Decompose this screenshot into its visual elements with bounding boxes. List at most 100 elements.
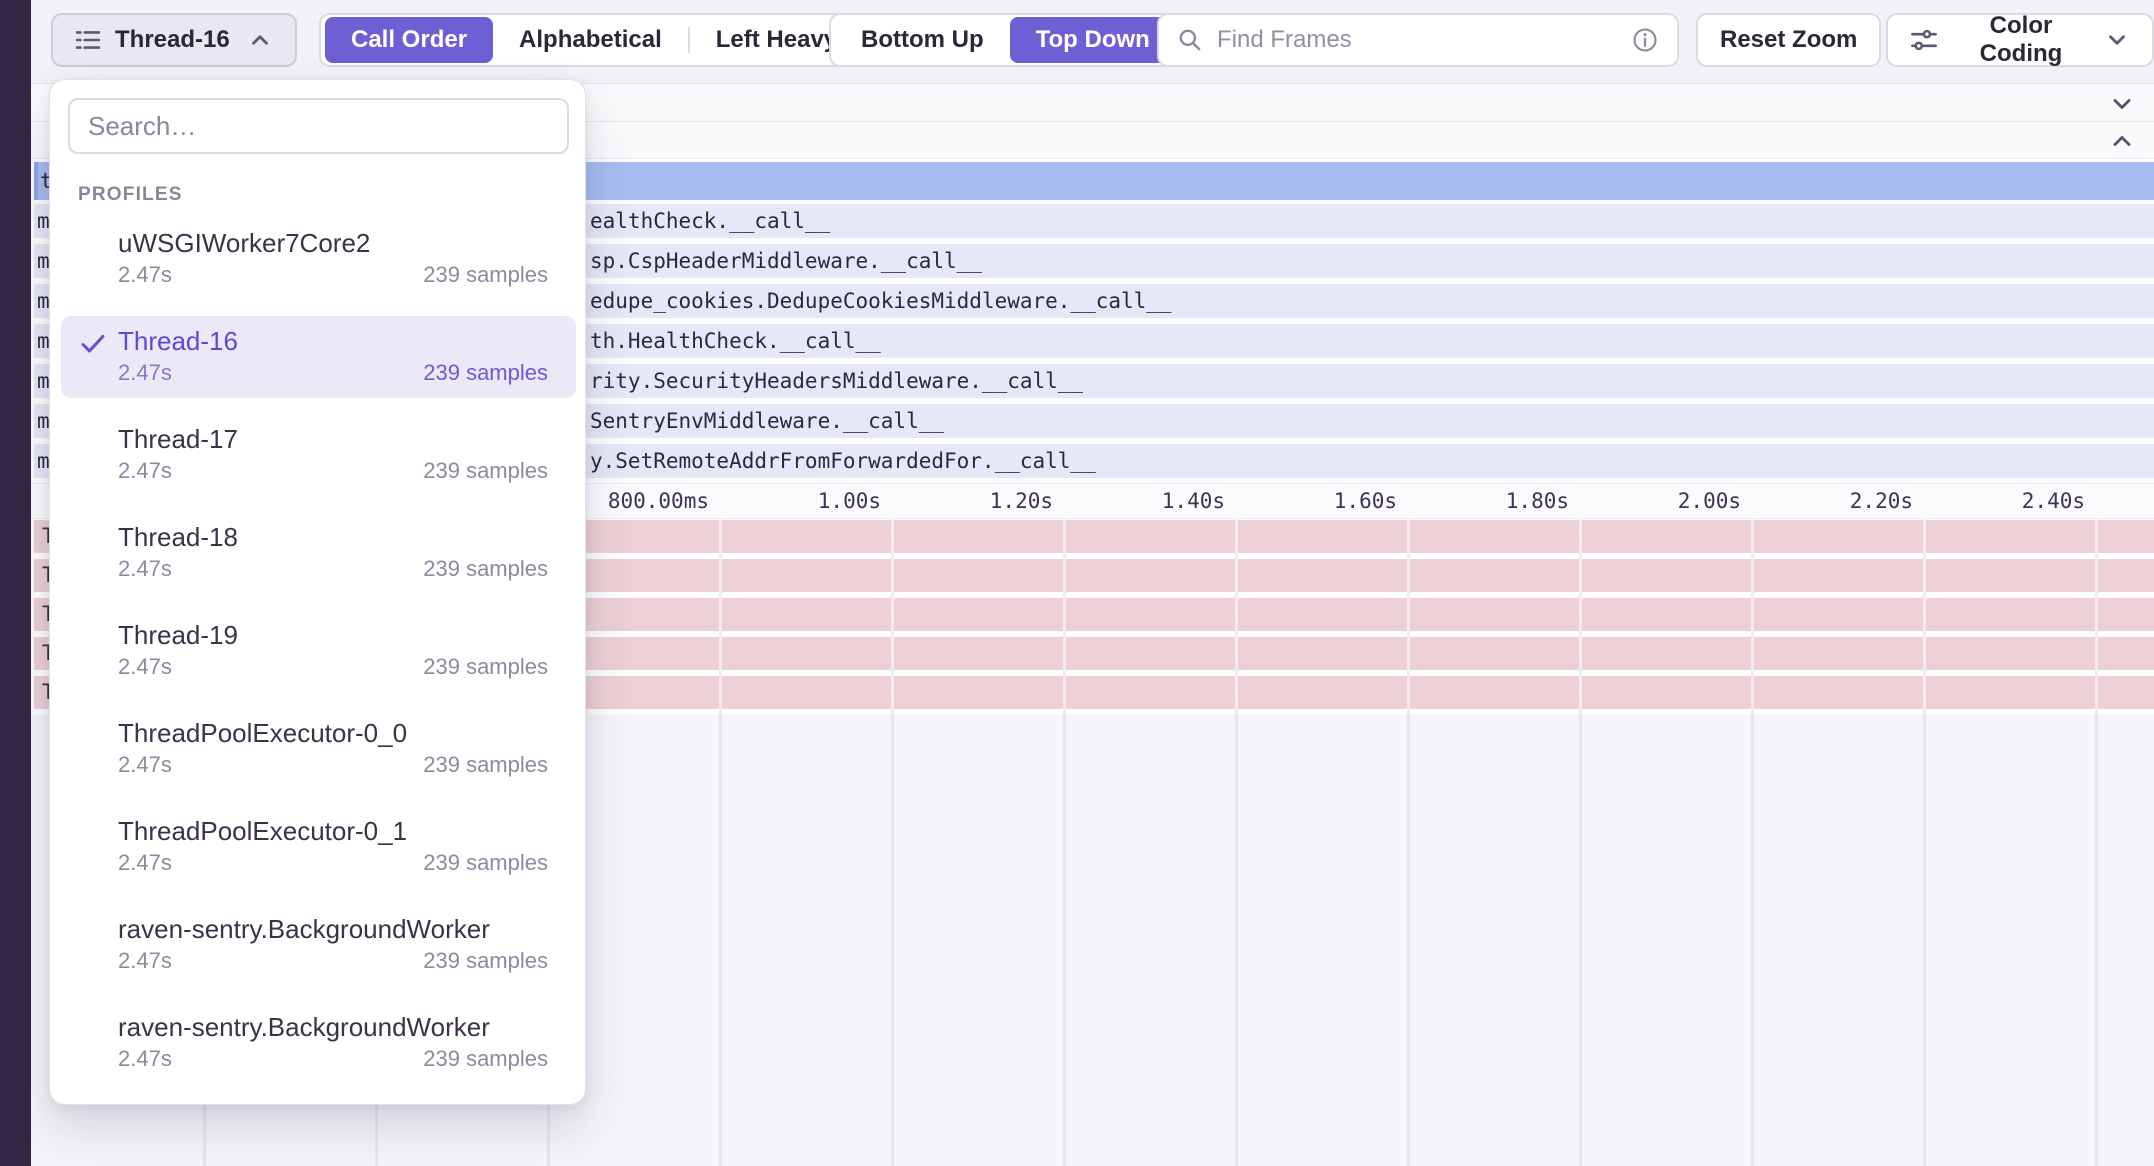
gridline — [1579, 519, 1582, 715]
tab-call-order[interactable]: Call Order — [325, 17, 494, 63]
profile-meta: 2.47s 239 samples — [118, 654, 548, 680]
frame-label: y.SetRemoteAddrFromForwardedFor.__call__ — [590, 449, 1096, 473]
profile-samples: 239 samples — [423, 262, 548, 287]
frame-label: th.HealthCheck.__call__ — [590, 329, 881, 353]
time-axis-tick: 2.20s — [1849, 489, 1913, 513]
profile-option[interactable]: uWSGIWorker7Core2 2.47s 239 samples — [61, 218, 576, 300]
profile-option[interactable]: Thread-18 2.47s 239 samples — [61, 512, 576, 594]
profile-option[interactable]: Thread-16 2.47s 239 samples — [61, 316, 576, 398]
profile-name: ThreadPoolExecutor-0_1 — [118, 816, 408, 846]
profile-meta: 2.47s 239 samples — [118, 850, 548, 876]
profile-option[interactable]: raven-sentry.BackgroundWorker 2.47s 239 sa… — [61, 904, 576, 986]
gridline — [719, 519, 722, 715]
profile-duration: 2.47s — [118, 948, 172, 973]
profile-option[interactable]: ThreadPoolExecutor-0_1 2.47s 239 samples — [61, 806, 576, 888]
profile-samples: 239 samples — [423, 556, 548, 581]
left-sidebar-strip — [0, 0, 31, 1166]
profile-samples: 239 samples — [423, 360, 548, 385]
gridline — [2095, 715, 2098, 1166]
profile-name: Thread-17 — [118, 424, 238, 454]
gridline — [891, 715, 894, 1166]
gridline — [1235, 519, 1238, 715]
reset-zoom-label: Reset Zoom — [1720, 26, 1858, 53]
profiles-dropdown: PROFILES uWSGIWorker7Core2 2.47s 239 sampl… — [49, 79, 586, 1105]
gridline — [1235, 715, 1238, 1166]
profile-meta: 2.47s 239 samples — [118, 360, 548, 386]
time-axis-tick: 800.00ms — [607, 489, 709, 513]
profile-samples: 239 samples — [423, 850, 548, 875]
search-icon — [1177, 27, 1203, 53]
time-axis-tick: 1.00s — [817, 489, 881, 513]
frame-left-letter: T — [42, 524, 50, 548]
frame-left-letter: m — [37, 369, 50, 393]
gridline — [1923, 519, 1926, 715]
profile-meta: 2.47s 239 samples — [118, 1046, 548, 1072]
profile-samples: 239 samples — [423, 752, 548, 777]
direction-segmented-control: Bottom Up Top Down — [829, 13, 1182, 67]
profile-meta: 2.47s 239 samples — [118, 262, 548, 288]
gridline — [1063, 715, 1066, 1166]
frame-left-letter: T — [42, 680, 50, 704]
chevron-up-icon[interactable] — [2108, 127, 2136, 155]
profile-name: Thread-18 — [118, 522, 238, 552]
profile-meta: 2.47s 239 samples — [118, 458, 548, 484]
profile-option[interactable]: raven-sentry.BackgroundWorker 2.47s 239 sa… — [61, 1002, 576, 1084]
profile-samples: 239 samples — [423, 458, 548, 483]
find-frames-box — [1157, 13, 1679, 67]
profile-duration: 2.47s — [118, 752, 172, 777]
info-icon[interactable] — [1631, 26, 1659, 54]
profile-duration: 2.47s — [118, 556, 172, 581]
tab-alphabetical[interactable]: Alphabetical — [493, 17, 688, 63]
toolbar: Thread-16 Call Order Alphabetical Left Hea… — [31, 0, 2154, 84]
tab-bottom-up[interactable]: Bottom Up — [835, 17, 1010, 63]
color-coding-label: Color Coding — [1979, 12, 2063, 67]
chevron-up-icon — [247, 27, 273, 53]
frame-left-letter: m — [37, 209, 50, 233]
gridline — [1579, 715, 1582, 1166]
tab-left-heavy[interactable]: Left Heavy — [690, 17, 863, 63]
time-axis-tick: 2.40s — [2021, 489, 2085, 513]
thread-selector-button[interactable]: Thread-16 — [51, 13, 297, 67]
profile-duration: 2.47s — [118, 262, 172, 287]
reset-zoom-button[interactable]: Reset Zoom — [1696, 13, 1882, 67]
gridline — [1751, 519, 1754, 715]
profiles-section-label: PROFILES — [78, 184, 183, 205]
time-axis-tick: 1.60s — [1333, 489, 1397, 513]
profile-name: ThreadPoolExecutor-0_0 — [118, 718, 408, 748]
profile-meta: 2.47s 239 samples — [118, 948, 548, 974]
time-axis-tick: 1.20s — [989, 489, 1053, 513]
gridline — [1407, 715, 1410, 1166]
profile-name: Thread-19 — [118, 620, 238, 650]
profile-name: raven-sentry.BackgroundWorker — [118, 1012, 490, 1042]
gridline — [2095, 519, 2098, 715]
frame-label: edupe_cookies.DedupeCookiesMiddleware.__… — [590, 289, 1172, 313]
frame-label: SentryEnvMiddleware.__call__ — [590, 409, 945, 433]
gridline — [1063, 519, 1066, 715]
chevron-down-icon[interactable] — [2108, 90, 2136, 118]
profile-option[interactable]: Thread-17 2.47s 239 samples — [61, 414, 576, 496]
time-axis-tick: 2.00s — [1677, 489, 1741, 513]
frame-left-letter: T — [42, 602, 50, 626]
profiles-search-input[interactable] — [68, 98, 569, 154]
list-icon — [75, 29, 101, 51]
profile-name: raven-sentry.BackgroundWorker — [118, 914, 490, 944]
profiles-list: uWSGIWorker7Core2 2.47s 239 samples Thread-… — [50, 218, 587, 1100]
frame-label: ealthCheck.__call__ — [590, 209, 831, 233]
frame-left-letter: m — [37, 409, 50, 433]
gridline — [1751, 715, 1754, 1166]
profile-name: uWSGIWorker7Core2 — [118, 228, 371, 258]
profile-name: Thread-16 — [118, 326, 238, 356]
find-frames-input[interactable] — [1217, 26, 1617, 54]
profile-samples: 239 samples — [423, 948, 548, 973]
profile-option[interactable]: ThreadPoolExecutor-0_0 2.47s 239 samples — [61, 708, 576, 790]
profile-meta: 2.47s 239 samples — [118, 556, 548, 582]
checkmark-icon — [79, 330, 107, 358]
frame-left-letter: T — [42, 641, 50, 665]
profile-duration: 2.47s — [118, 1046, 172, 1071]
color-coding-button[interactable]: Color Coding — [1886, 12, 2154, 67]
tab-top-down[interactable]: Top Down — [1009, 17, 1176, 63]
profile-option[interactable]: Thread-19 2.47s 239 samples — [61, 610, 576, 692]
profile-duration: 2.47s — [118, 654, 172, 679]
frame-left-letter: m — [37, 329, 50, 353]
